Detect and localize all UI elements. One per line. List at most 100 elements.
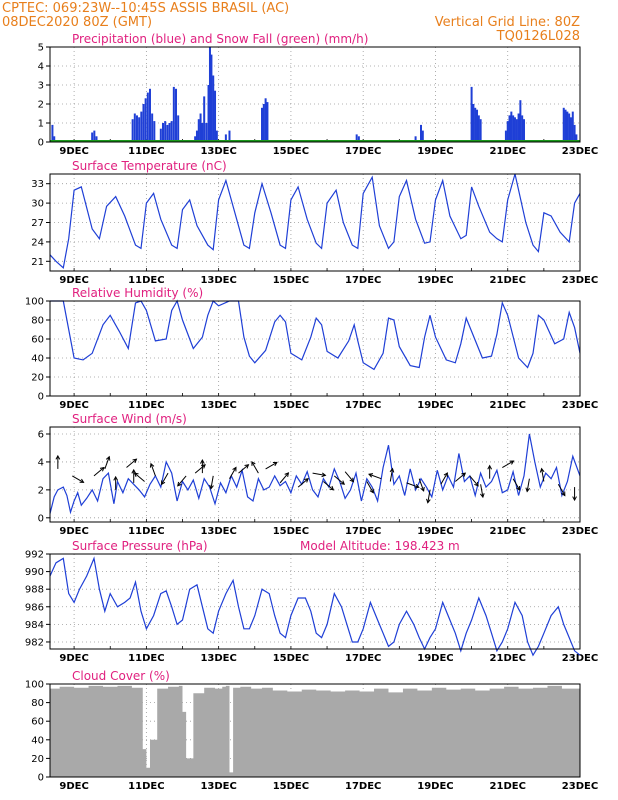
wind-arrow-shaft (210, 475, 214, 489)
x-tick-label: 17DEC (345, 400, 381, 411)
temperature-line (49, 173, 581, 269)
wind-arrow (487, 464, 493, 479)
precip-bar (164, 121, 167, 142)
wind-arrow-head (105, 455, 111, 461)
wind-arrow-head (149, 462, 155, 468)
wind-arrow (93, 466, 105, 477)
header: CPTEC: 069:23W--10:45S ASSIS BRASIL (AC)… (2, 1, 580, 44)
x-tick-label: 23DEC (562, 400, 598, 411)
wind-arrow-shaft (526, 478, 530, 492)
x-tick-label: 23DEC (562, 526, 598, 537)
precip-bar (510, 111, 513, 142)
precip-bar (175, 88, 178, 142)
wind-arrow-head (420, 486, 425, 492)
y-tick-label: 40 (31, 735, 44, 746)
y-tick-label: 100 (25, 680, 44, 691)
x-tick-label: 17DEC (345, 781, 381, 792)
y-tick-label: 990 (25, 567, 44, 578)
y-tick-label: 2 (38, 485, 44, 496)
x-tick-label: 15DEC (273, 275, 309, 286)
x-tick-label: 21DEC (490, 400, 526, 411)
precip-bar (161, 123, 164, 142)
precip-bar (53, 136, 56, 142)
wind-arrow-shaft (238, 464, 249, 474)
panel-wind: Surface Wind (m/s) 0 2 4 6 9DEC 11DEC 13DEC 15DE… (38, 412, 599, 537)
x-tick-label: 11DEC (128, 275, 164, 286)
wind-arrow-shaft (389, 468, 394, 482)
wind-arrow (279, 472, 290, 484)
precip-bar (210, 54, 213, 142)
precip-bar (195, 130, 198, 142)
x-tick-label: 23DEC (562, 781, 598, 792)
wind-arrow (297, 478, 309, 488)
wind-arrow-shaft (427, 489, 431, 503)
x-tick-label: 19DEC (417, 146, 453, 157)
precip-bar (214, 90, 217, 142)
y-tick-label: 80 (31, 698, 44, 709)
precip-bar (262, 104, 265, 142)
precip-bar (207, 85, 210, 142)
wind-arrow-head (232, 466, 237, 472)
wind-arrow-head (340, 480, 346, 485)
x-tick-label: 15DEC (273, 781, 309, 792)
y-tick-label: 24 (31, 237, 44, 248)
wind-arrow (131, 468, 137, 483)
panel-cloud: Cloud Cover (%) 0 20 40 60 80 100 9DEC 11DEC 13DE… (25, 669, 598, 792)
x-tick-label: 11DEC (128, 781, 164, 792)
wind-arrow-shaft (150, 463, 156, 477)
wind-arrow (161, 472, 169, 486)
x-tick-label: 11DEC (128, 653, 164, 664)
precip-bar (519, 100, 522, 142)
wind-arrow-shaft (251, 461, 259, 474)
panel-precip: Precipitation (blue) and Snow Fall (gree… (38, 32, 599, 157)
wind-arrow (406, 482, 420, 489)
precip-bar (508, 115, 511, 142)
x-tick-label: 13DEC (200, 146, 236, 157)
y-tick-label: 992 (25, 550, 44, 561)
panel-frame (49, 300, 581, 397)
y-tick-label: 6 (38, 429, 44, 440)
wind-arrow-head (426, 498, 431, 504)
x-tick-label: 11DEC (128, 146, 164, 157)
wind-arrow-shaft (344, 471, 354, 482)
wind-arrow (469, 475, 479, 487)
x-tick-label: 9DEC (59, 275, 88, 286)
precip-bar (199, 113, 202, 142)
precip-bar (566, 111, 569, 142)
precip-bar (512, 115, 515, 142)
precip-bar (228, 130, 231, 142)
wind-arrow (389, 467, 395, 482)
precip-bar (266, 102, 269, 142)
precip-bar (168, 123, 171, 142)
y-tick-label: 27 (31, 218, 44, 229)
precip-bar (264, 98, 267, 142)
wind-arrow-shaft (93, 467, 105, 477)
wind-arrow-head (443, 472, 448, 478)
wind-arrow-shaft (194, 464, 206, 474)
x-tick-label: 11DEC (128, 400, 164, 411)
precip-bar (474, 107, 477, 142)
x-tick-label: 23DEC (562, 653, 598, 664)
wind-arrow-shaft (297, 478, 309, 488)
precip-bar (138, 117, 141, 142)
y-tick-label: 21 (31, 257, 44, 268)
wind-arrow (455, 472, 467, 482)
wind-arrow (479, 484, 485, 499)
wind-arrow-head (525, 487, 531, 493)
wind-arrow (323, 481, 335, 491)
x-tick-label: 23DEC (562, 146, 598, 157)
wind-arrow (251, 460, 259, 474)
wind-arrow-head (561, 491, 566, 497)
x-tick-label: 21DEC (490, 653, 526, 664)
precip-bar (166, 124, 169, 142)
precip-bar (135, 115, 138, 142)
precip-bar (212, 75, 215, 142)
x-tick-label: 13DEC (200, 400, 236, 411)
wind-arrow-head (414, 483, 420, 489)
precip-bar (564, 109, 567, 142)
panel-frame (49, 46, 581, 143)
precip-bar (504, 130, 507, 142)
precip-bar (517, 113, 520, 142)
wind-arrow-shaft (541, 468, 545, 482)
y-tick-label: 984 (25, 620, 44, 631)
